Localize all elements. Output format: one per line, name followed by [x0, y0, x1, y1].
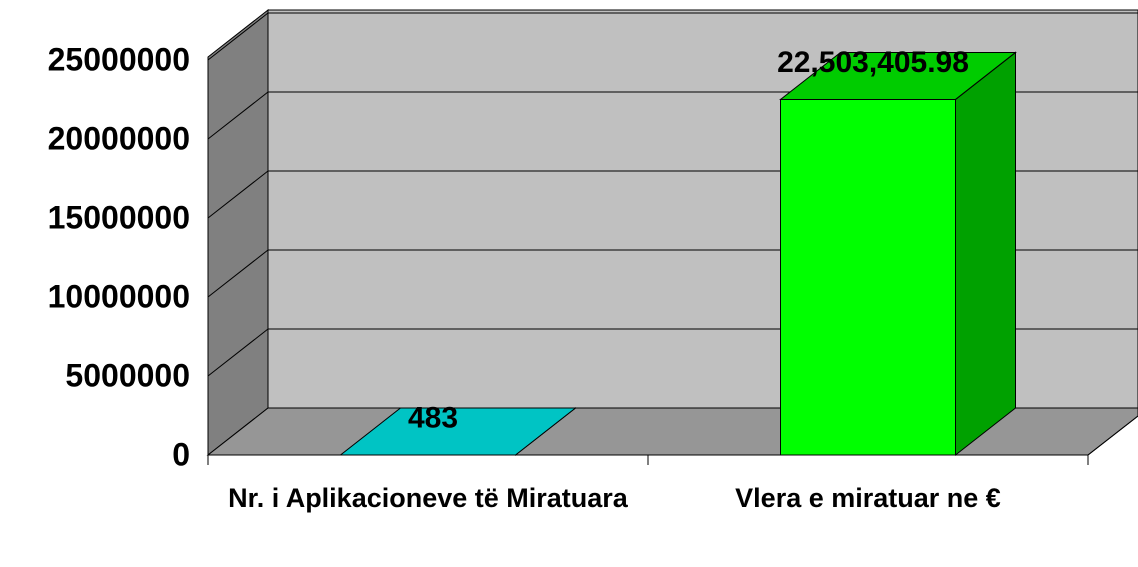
y-tick-label: 5000000	[65, 357, 190, 393]
floor-edge	[1087, 415, 1138, 456]
y-tick-label: 25000000	[48, 41, 190, 77]
bar-front	[780, 98, 956, 456]
grid-line	[207, 12, 269, 61]
y-tick-label: 10000000	[48, 278, 190, 314]
grid-line	[207, 91, 269, 140]
bar-top	[339, 407, 577, 456]
y-tick-label: 0	[172, 436, 190, 472]
grid-line	[207, 328, 269, 377]
side-wall	[207, 8, 269, 457]
grid-line	[207, 249, 269, 298]
x-tick-label: Vlera e miratuar ne €	[735, 483, 1001, 513]
bar-side	[955, 51, 1016, 457]
y-tick-label: 15000000	[48, 199, 190, 235]
y-tick-label: 20000000	[48, 120, 190, 156]
data-label: 22,503,405.98	[777, 46, 969, 79]
grid-line	[207, 170, 269, 219]
bar	[779, 51, 1017, 457]
data-label: 483	[408, 401, 458, 434]
x-tick-label: Nr. i Aplikacioneve të Miratuara	[228, 483, 628, 513]
bar-top	[779, 51, 1017, 100]
bar	[339, 406, 577, 457]
